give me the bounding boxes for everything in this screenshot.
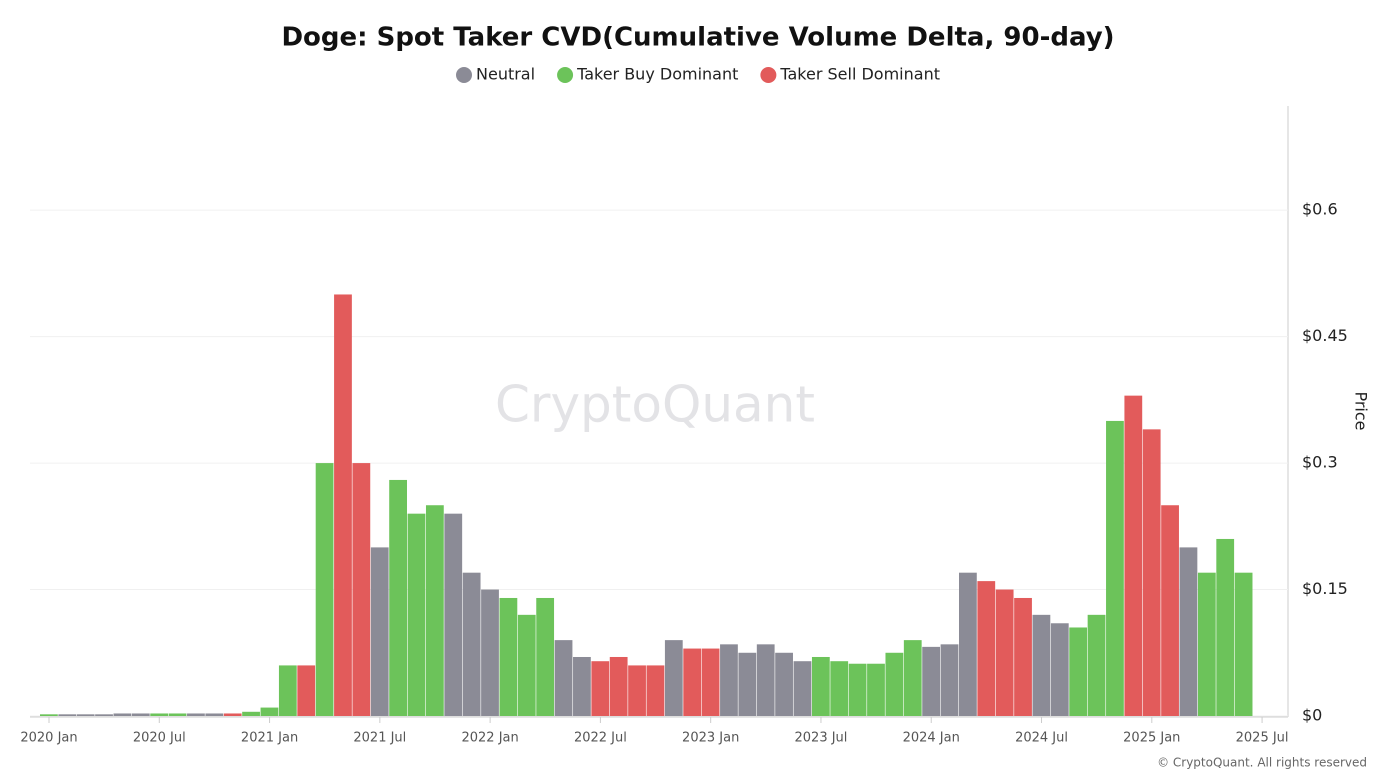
bar [922, 646, 941, 716]
bar [334, 294, 352, 716]
legend-marker [760, 67, 777, 83]
legend-label: Neutral [476, 65, 535, 84]
x-tick-label: 2025 Jan [1123, 731, 1180, 746]
bar [315, 463, 334, 716]
bar [664, 640, 683, 716]
y-axis-label: Price [1352, 391, 1371, 430]
bar [903, 640, 922, 716]
bar [536, 597, 555, 716]
bar [481, 589, 499, 716]
bar [793, 661, 812, 716]
bar [370, 547, 389, 716]
bar [720, 644, 738, 716]
bar [573, 656, 591, 716]
bar [1216, 538, 1235, 716]
bar [95, 714, 113, 716]
x-tick-label: 2022 Jul [574, 731, 627, 746]
x-tick-label: 2023 Jan [682, 731, 739, 746]
bar [701, 648, 720, 716]
bar [260, 707, 279, 716]
bar [205, 713, 224, 716]
x-tick-label: 2024 Jan [903, 731, 960, 746]
bar [462, 572, 481, 716]
bar [995, 589, 1014, 716]
x-tick-label: 2025 Jul [1236, 731, 1289, 746]
watermark: CryptoQuant [495, 376, 815, 434]
bar [1234, 572, 1253, 716]
bar [425, 505, 444, 716]
bar [609, 656, 628, 716]
legend-label: Taker Buy Dominant [576, 65, 738, 84]
bar [867, 663, 885, 716]
bar [242, 711, 260, 716]
bar [591, 661, 610, 716]
x-tick-label: 2021 Jul [353, 731, 406, 746]
chart-title: Doge: Spot Taker CVD(Cumulative Volume D… [281, 23, 1114, 53]
bar [1087, 614, 1106, 716]
bar [1069, 627, 1088, 716]
bar [389, 479, 407, 716]
y-tick-label: $0.15 [1302, 579, 1348, 598]
bar [830, 661, 849, 716]
bar [646, 665, 665, 716]
bar [444, 513, 463, 716]
bar [1050, 623, 1069, 716]
bar [499, 597, 518, 716]
bar [683, 648, 702, 716]
legend-marker [557, 67, 574, 83]
bar [554, 640, 573, 716]
y-tick-label: $0 [1302, 706, 1322, 725]
bar [848, 663, 867, 716]
bar [58, 714, 77, 716]
bar [76, 714, 95, 716]
bar [113, 713, 132, 716]
bar [1179, 547, 1198, 716]
y-tick-label: $0.3 [1302, 453, 1338, 472]
bar [1106, 420, 1124, 716]
bar [1032, 614, 1051, 716]
bar [278, 665, 297, 716]
legend-label: Taker Sell Dominant [779, 65, 940, 84]
bar [1142, 429, 1161, 716]
bar [775, 652, 793, 716]
bar [1197, 572, 1216, 716]
bar [168, 713, 187, 716]
x-tick-label: 2021 Jan [241, 731, 298, 746]
bar [940, 644, 959, 716]
bar [959, 572, 977, 716]
x-tick-label: 2023 Jul [795, 731, 848, 746]
y-tick-label: $0.45 [1302, 326, 1348, 345]
bar [150, 713, 169, 716]
bar [738, 652, 757, 716]
bar [1161, 505, 1179, 716]
bar [756, 644, 775, 716]
bar [885, 652, 904, 716]
bar [977, 581, 996, 716]
bar [811, 656, 830, 716]
x-tick-label: 2024 Jul [1015, 731, 1068, 746]
bar [187, 713, 205, 716]
footer: © CryptoQuant. All rights reserved [1157, 756, 1367, 770]
bar [40, 714, 58, 716]
bar [352, 463, 371, 716]
x-tick-label: 2022 Jan [461, 731, 518, 746]
bar [223, 713, 242, 716]
bar [517, 614, 536, 716]
bar [297, 665, 316, 716]
legend-marker [456, 67, 473, 83]
bar [407, 513, 426, 716]
bar [1124, 395, 1143, 716]
y-tick-label: $0.6 [1302, 200, 1338, 219]
bar [1014, 597, 1032, 716]
bar [628, 665, 646, 716]
bar [131, 713, 150, 716]
x-tick-label: 2020 Jan [20, 731, 77, 746]
x-tick-label: 2020 Jul [133, 731, 186, 746]
